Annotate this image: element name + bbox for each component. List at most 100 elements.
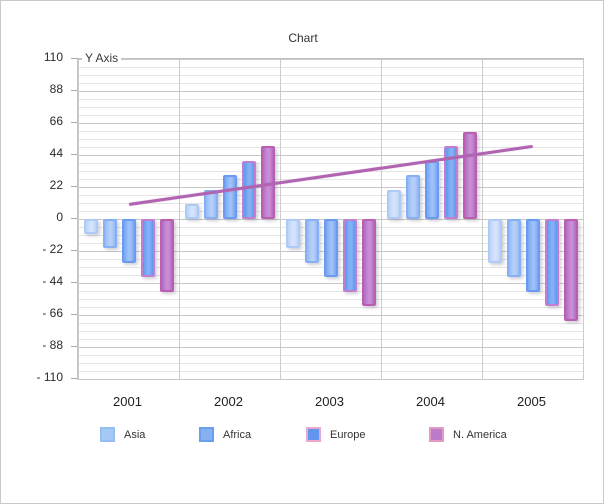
- bar-series-3-2003[interactable]: [323, 219, 338, 278]
- x-axis-label-2001: 2001: [113, 394, 142, 409]
- bar-n-america-2005[interactable]: [563, 219, 578, 321]
- v-gridline: [179, 59, 180, 379]
- chart-title: Chart: [288, 31, 318, 45]
- y-tick-label: 0: [56, 210, 63, 224]
- y-tick-mark: [71, 378, 78, 379]
- legend-label: Europe: [330, 428, 366, 441]
- y-tick-mark: [71, 218, 78, 219]
- legend-swatch-icon: [100, 427, 115, 442]
- bar-n-america-2004[interactable]: [462, 131, 477, 219]
- bar-series-3-2002[interactable]: [222, 175, 237, 219]
- y-tick-label: - 44: [42, 274, 63, 288]
- minor-h-gridline: [78, 99, 583, 100]
- major-h-gridline: [78, 379, 583, 380]
- v-gridline: [280, 59, 281, 379]
- minor-h-gridline: [78, 331, 583, 332]
- y-tick-label: 66: [49, 114, 63, 128]
- minor-h-gridline: [78, 291, 583, 292]
- minor-h-gridline: [78, 299, 583, 300]
- minor-h-gridline: [78, 339, 583, 340]
- minor-h-gridline: [78, 75, 583, 76]
- minor-h-gridline: [78, 131, 583, 132]
- bar-africa-2005[interactable]: [506, 219, 521, 278]
- legend-item-n-america[interactable]: N. America: [429, 427, 507, 442]
- minor-h-gridline: [78, 83, 583, 84]
- y-tick-label: - 22: [42, 242, 63, 256]
- legend-label: N. America: [453, 428, 507, 441]
- legend: Asia Africa Europe N. America: [1, 427, 603, 447]
- legend-swatch-icon: [429, 427, 444, 442]
- minor-h-gridline: [78, 163, 583, 164]
- y-tick-mark: [71, 186, 78, 187]
- minor-h-gridline: [78, 371, 583, 372]
- major-h-gridline: [78, 59, 583, 60]
- minor-h-gridline: [78, 211, 583, 212]
- major-h-gridline: [78, 315, 583, 316]
- bar-asia-2005[interactable]: [487, 219, 502, 263]
- bar-n-america-2001[interactable]: [159, 219, 174, 292]
- major-h-gridline: [78, 91, 583, 92]
- bar-asia-2003[interactable]: [285, 219, 300, 249]
- y-tick-mark: [71, 58, 78, 59]
- y-tick-label: - 66: [42, 306, 63, 320]
- bar-africa-2004[interactable]: [405, 175, 420, 219]
- y-tick-mark: [71, 250, 78, 251]
- bar-europe-2001[interactable]: [140, 219, 155, 278]
- minor-h-gridline: [78, 355, 583, 356]
- major-h-gridline: [78, 187, 583, 188]
- y-tick-mark: [71, 122, 78, 123]
- v-gridline: [381, 59, 382, 379]
- y-tick-label: - 88: [42, 338, 63, 352]
- bar-asia-2002[interactable]: [184, 204, 199, 219]
- minor-h-gridline: [78, 179, 583, 180]
- v-gridline: [78, 59, 79, 379]
- y-tick-label: 88: [49, 82, 63, 96]
- minor-h-gridline: [78, 115, 583, 116]
- legend-item-europe[interactable]: Europe: [306, 427, 365, 442]
- bar-series-3-2005[interactable]: [525, 219, 540, 292]
- bar-africa-2003[interactable]: [304, 219, 319, 263]
- y-tick-label: 110: [43, 50, 63, 64]
- bar-asia-2001[interactable]: [83, 219, 98, 234]
- bar-europe-2002[interactable]: [241, 160, 256, 219]
- x-axis-label-2003: 2003: [315, 394, 344, 409]
- bar-asia-2004[interactable]: [386, 189, 401, 219]
- v-gridline: [482, 59, 483, 379]
- bar-series-3-2004[interactable]: [424, 160, 439, 219]
- minor-h-gridline: [78, 323, 583, 324]
- v-gridline: [583, 59, 584, 379]
- major-h-gridline: [78, 283, 583, 284]
- legend-swatch-icon: [199, 427, 214, 442]
- y-tick-mark: [71, 154, 78, 155]
- minor-h-gridline: [78, 363, 583, 364]
- minor-h-gridline: [78, 171, 583, 172]
- major-h-gridline: [78, 155, 583, 156]
- bar-africa-2001[interactable]: [102, 219, 117, 249]
- minor-h-gridline: [78, 139, 583, 140]
- y-tick-label: 44: [49, 146, 63, 160]
- bar-europe-2003[interactable]: [342, 219, 357, 292]
- major-h-gridline: [78, 347, 583, 348]
- minor-h-gridline: [78, 307, 583, 308]
- minor-h-gridline: [78, 195, 583, 196]
- legend-item-africa[interactable]: Africa: [199, 427, 251, 442]
- x-axis-label-2002: 2002: [214, 394, 243, 409]
- y-tick-mark: [71, 90, 78, 91]
- y-tick-mark: [71, 346, 78, 347]
- legend-swatch-icon: [306, 427, 321, 442]
- legend-item-asia[interactable]: Asia: [100, 427, 145, 442]
- minor-h-gridline: [78, 147, 583, 148]
- bar-europe-2004[interactable]: [443, 146, 458, 219]
- bar-series-3-2001[interactable]: [121, 219, 136, 263]
- minor-h-gridline: [78, 203, 583, 204]
- y-tick-mark: [71, 314, 78, 315]
- minor-h-gridline: [78, 107, 583, 108]
- minor-h-gridline: [78, 67, 583, 68]
- legend-label: Africa: [223, 428, 252, 441]
- legend-label: Asia: [124, 428, 146, 441]
- bar-n-america-2003[interactable]: [361, 219, 376, 307]
- major-h-gridline: [78, 123, 583, 124]
- bar-europe-2005[interactable]: [544, 219, 559, 307]
- y-tick-mark: [71, 282, 78, 283]
